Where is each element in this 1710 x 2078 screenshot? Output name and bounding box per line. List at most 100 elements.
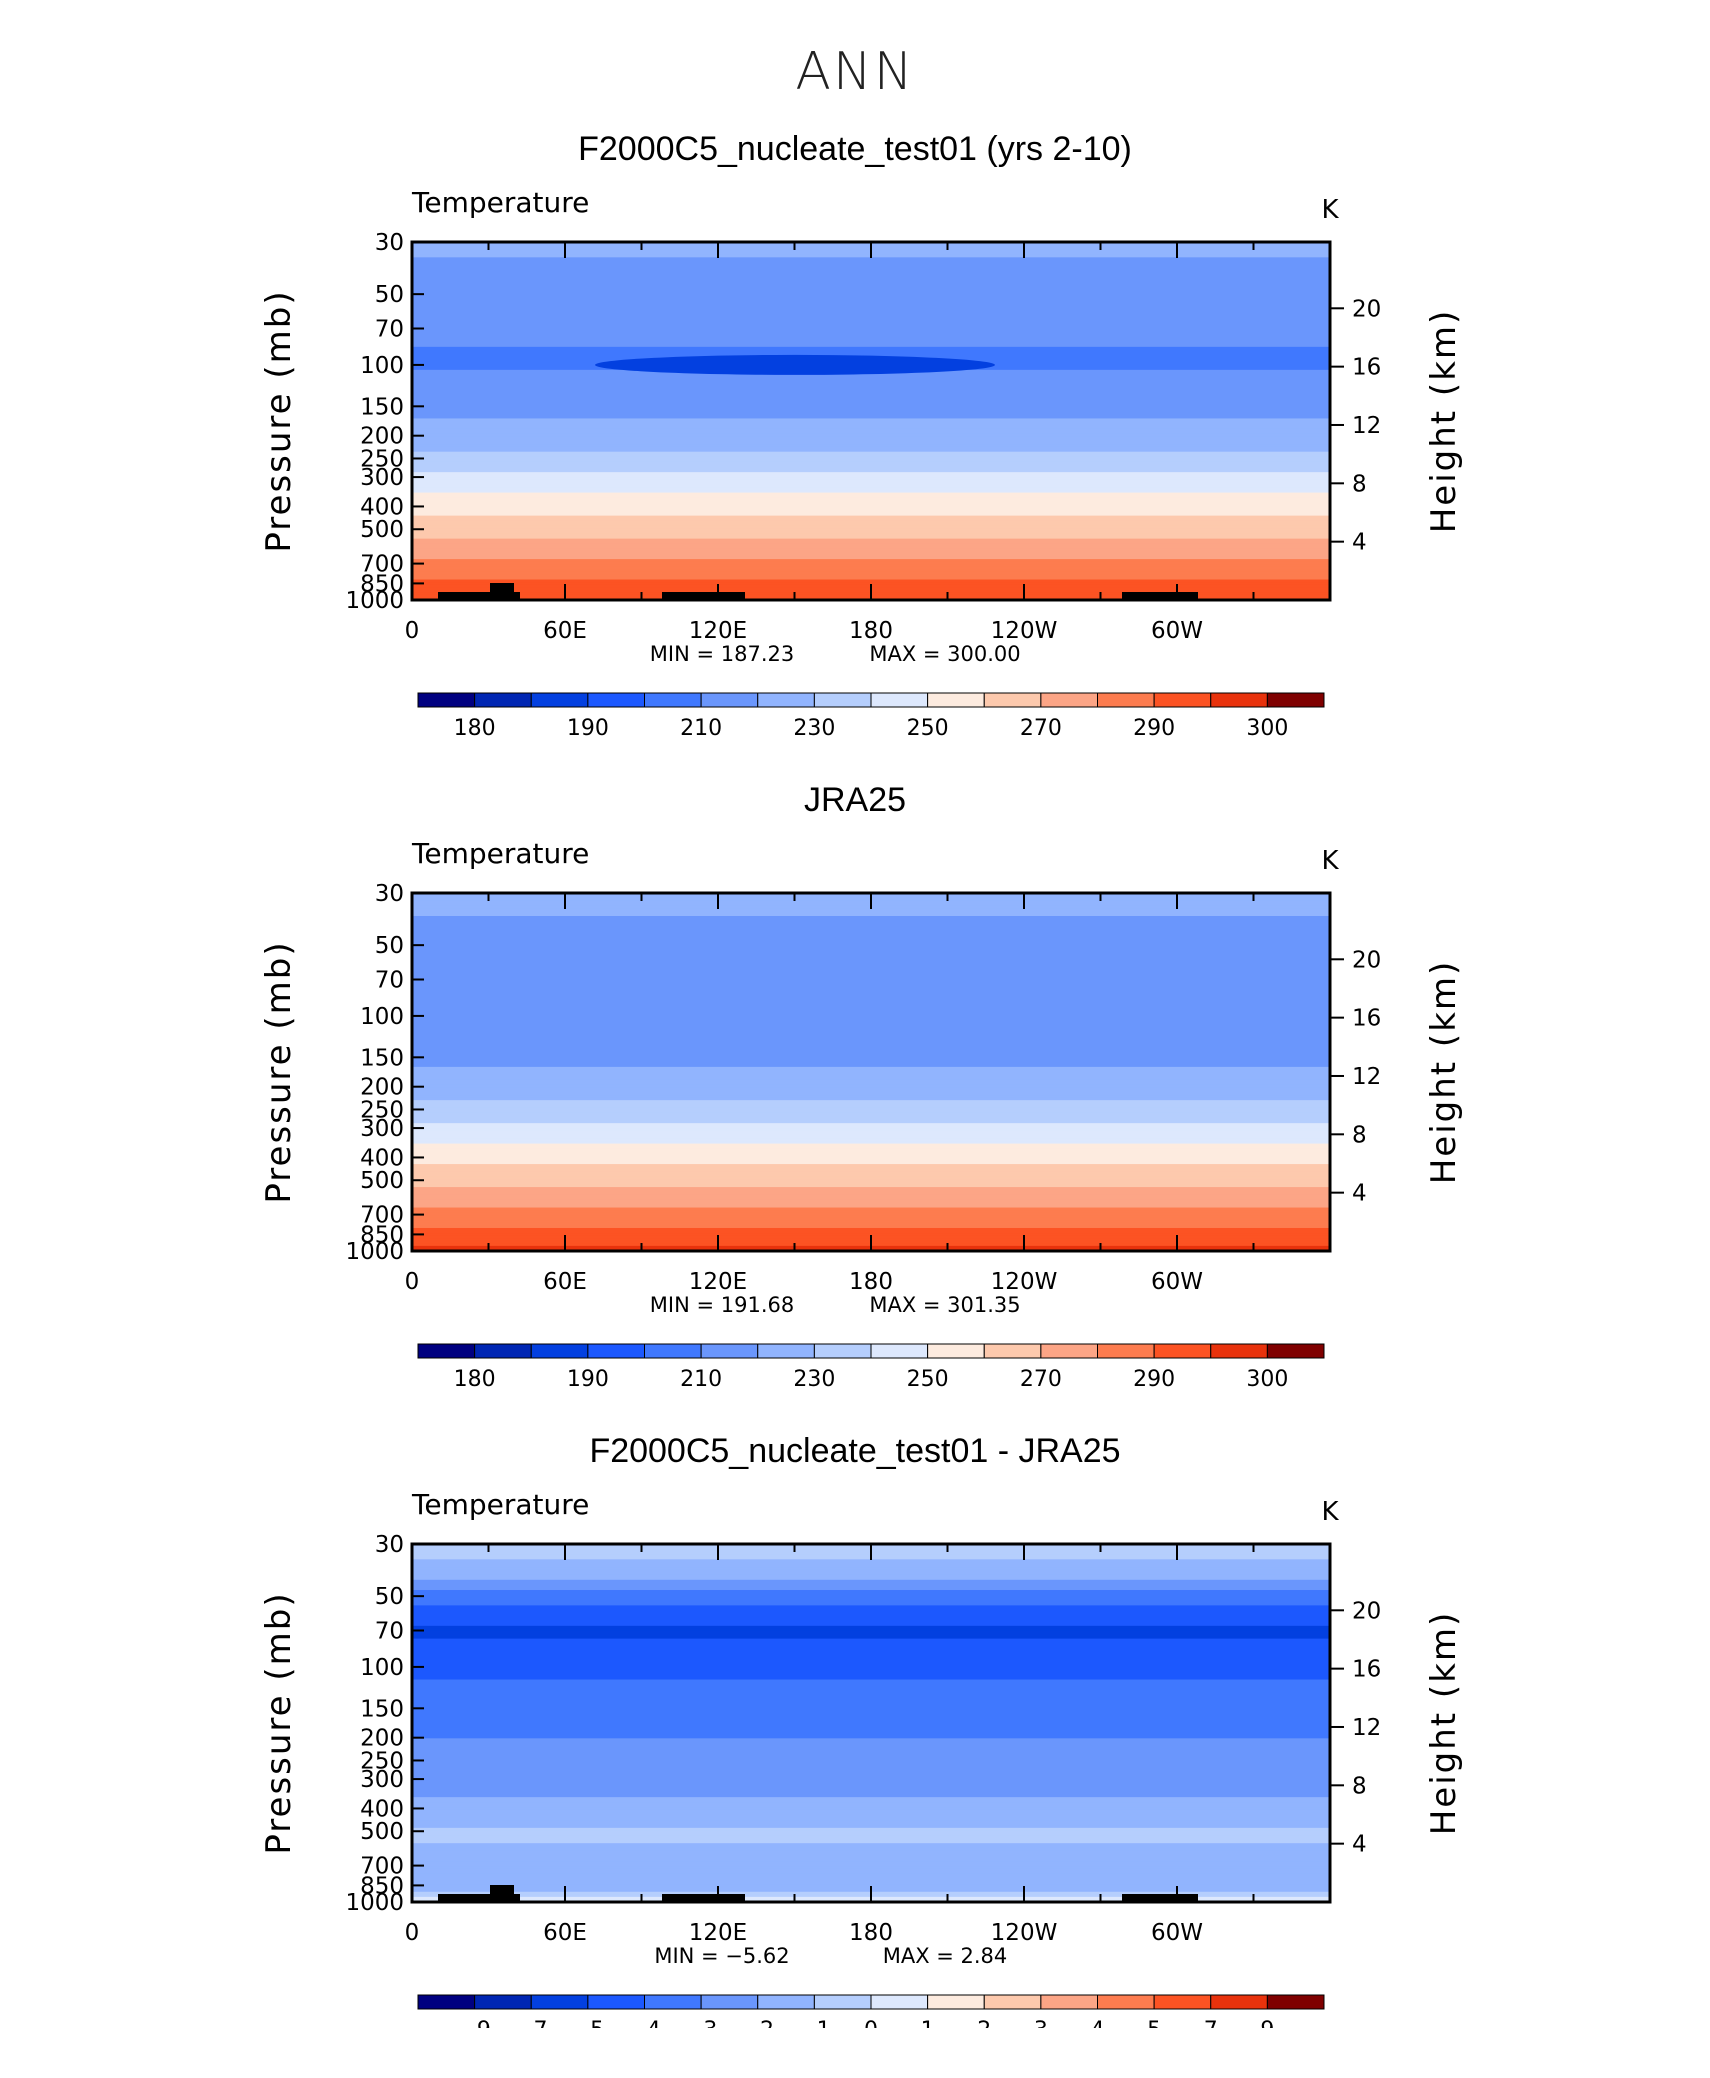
topography-bar xyxy=(438,592,520,600)
contour-band xyxy=(412,334,1330,338)
topography-bar xyxy=(438,1894,520,1902)
colorbar-box xyxy=(983,1994,1042,2010)
contour-band xyxy=(412,1161,1330,1165)
contour-band xyxy=(412,918,1330,922)
contour-band xyxy=(412,571,1330,576)
max-label: MAX = 300.00 xyxy=(869,642,1020,666)
y-tick-label: 500 xyxy=(360,1819,404,1845)
contour-band xyxy=(412,1110,1330,1114)
contour-band xyxy=(412,1181,1330,1186)
y-tick-label: 850 xyxy=(360,571,404,597)
y2-tick-label: 8 xyxy=(1352,471,1367,497)
contour-band xyxy=(412,997,1330,1002)
colorbar-label: 270 xyxy=(1020,716,1062,741)
contour-band xyxy=(412,1725,1330,1729)
colorbar-label: −9 xyxy=(458,2018,490,2028)
contour-band xyxy=(412,487,1330,491)
contour-band xyxy=(412,990,1330,994)
colorbar-box xyxy=(757,692,815,708)
contour-band xyxy=(412,1687,1330,1691)
x-tick-label: 60E xyxy=(543,618,587,644)
contour-band xyxy=(412,1656,1330,1660)
contour-band xyxy=(412,1605,1330,1609)
contour-band xyxy=(412,1643,1330,1648)
contour-band xyxy=(412,574,1330,578)
contour-band xyxy=(412,1048,1330,1053)
contour-band xyxy=(412,1776,1330,1781)
colorbar-box xyxy=(1097,1994,1155,2010)
colorbar-box xyxy=(1266,1343,1325,1359)
y-axis-label: Pressure (mb) xyxy=(259,289,299,552)
contour-band xyxy=(412,1861,1330,1865)
contour-band xyxy=(412,1664,1330,1668)
contour-band xyxy=(412,1705,1330,1709)
contour-band xyxy=(412,1884,1330,1888)
contour-band xyxy=(412,1623,1330,1627)
contour-band xyxy=(412,923,1330,928)
contour-band xyxy=(412,1133,1330,1137)
contour-band xyxy=(412,1802,1330,1806)
contour-band xyxy=(412,1751,1330,1755)
colorbar-label: 210 xyxy=(680,1367,722,1392)
colorbar-label: −3 xyxy=(685,2018,717,2028)
contour-band xyxy=(412,449,1330,453)
x-tick-label: 0 xyxy=(405,618,420,644)
colorbar-box xyxy=(1266,692,1325,708)
contour-band xyxy=(412,1156,1330,1160)
y-tick-label: 1000 xyxy=(345,1239,404,1265)
y2-tick-label: 12 xyxy=(1352,1064,1381,1090)
contour-band xyxy=(412,954,1330,958)
contour-band xyxy=(412,1564,1330,1568)
topography-bar xyxy=(1122,1894,1198,1902)
contour-band xyxy=(412,295,1330,300)
contour-band xyxy=(412,541,1330,545)
contour-band xyxy=(412,1855,1330,1860)
contour-band xyxy=(412,1059,1330,1063)
colorbar-box xyxy=(530,692,589,708)
contour-band xyxy=(412,502,1330,507)
contour-band xyxy=(412,428,1330,433)
min-label: MIN = 187.23 xyxy=(650,642,794,666)
colorbar-label: 3 xyxy=(1034,2018,1048,2028)
y-tick-label: 300 xyxy=(360,1767,404,1793)
panel-obs: JRA25 Temperature K 30 50 70 100 150 200 250 300 4… xyxy=(0,777,1710,1427)
y-tick-label: 200 xyxy=(360,1075,404,1101)
contour-band xyxy=(412,1072,1330,1076)
contour-band xyxy=(412,520,1330,525)
colorbar-label: 9 xyxy=(1260,2018,1274,2028)
contour-band xyxy=(412,497,1330,502)
contour-band xyxy=(412,1753,1330,1758)
y-tick-label: 70 xyxy=(375,1619,404,1645)
contour-band xyxy=(412,474,1330,479)
contour-band xyxy=(412,1051,1330,1055)
contour-band xyxy=(412,528,1330,532)
colorbar-box xyxy=(530,1343,589,1359)
contour-band xyxy=(412,405,1330,410)
contour-band xyxy=(412,1164,1330,1168)
colorbar-box xyxy=(474,1994,532,2010)
contour-band xyxy=(412,1638,1330,1642)
contour-band xyxy=(412,908,1330,912)
y-tick-label: 50 xyxy=(375,1584,404,1610)
contour-band xyxy=(412,1825,1330,1829)
contour-band xyxy=(412,461,1330,466)
y2-tick-label: 20 xyxy=(1352,296,1381,322)
contour-band xyxy=(412,1674,1330,1678)
colorbar-label: −2 xyxy=(742,2018,774,2028)
colorbar-box xyxy=(700,692,759,708)
contour-band xyxy=(412,1046,1330,1050)
contour-band xyxy=(412,982,1330,986)
contour-band xyxy=(412,1666,1330,1671)
contour-band xyxy=(412,1002,1330,1007)
contour-band xyxy=(412,939,1330,943)
contour-band xyxy=(412,1561,1330,1566)
y-axis-label: Pressure (mb) xyxy=(259,1591,299,1854)
panel-title: JRA25 xyxy=(803,781,907,819)
colorbar-label: 5 xyxy=(1147,2018,1161,2028)
contour-band xyxy=(412,910,1330,915)
contour-band xyxy=(412,1207,1330,1211)
contour-band xyxy=(412,1135,1330,1140)
contour-band xyxy=(412,390,1330,394)
contour-band xyxy=(412,459,1330,463)
contour-band xyxy=(412,1873,1330,1878)
